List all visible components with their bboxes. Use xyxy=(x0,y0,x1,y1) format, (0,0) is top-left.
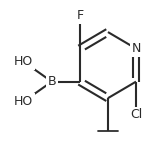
Text: Cl: Cl xyxy=(130,108,142,121)
Text: HO: HO xyxy=(14,95,33,108)
Text: N: N xyxy=(131,42,141,55)
Text: B: B xyxy=(48,75,56,88)
Text: F: F xyxy=(76,9,83,22)
Text: HO: HO xyxy=(14,55,33,68)
